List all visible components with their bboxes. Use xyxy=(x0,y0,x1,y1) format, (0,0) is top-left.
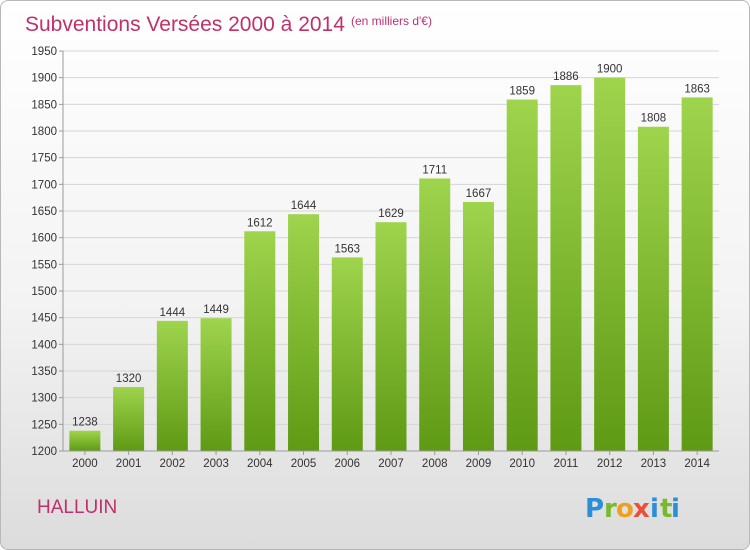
bar-2001 xyxy=(113,387,145,451)
data-label-2008: 1711 xyxy=(422,164,447,176)
chart-subtitle: (en milliers d'€) xyxy=(351,14,432,28)
bar-2012 xyxy=(594,77,626,452)
bar-2006 xyxy=(331,257,363,451)
data-labels: 1238 1320 1444 1449 1612 1644 1563 1629 1711 1667… xyxy=(72,64,710,429)
x-tick-label-2005: 2005 xyxy=(291,458,317,470)
bar-2005 xyxy=(288,214,320,451)
bar-2000 xyxy=(69,430,101,451)
logo-letter: t xyxy=(660,494,672,524)
y-axis-ticks: 1200 1250 1300 1350 1400 1450 1500 1550 1600 1650… xyxy=(31,46,63,458)
y-tick-label: 1200 xyxy=(31,446,57,458)
logo-letter: P xyxy=(585,494,604,524)
x-tick-label-2008: 2008 xyxy=(422,458,448,470)
x-tick-label-2007: 2007 xyxy=(378,458,404,470)
y-tick-label: 1700 xyxy=(31,179,57,191)
bar-2010 xyxy=(506,99,538,452)
data-label-2013: 1808 xyxy=(641,113,667,125)
x-tick-label-2002: 2002 xyxy=(160,458,186,470)
x-tick-label-2000: 2000 xyxy=(72,458,98,470)
y-tick-label: 1550 xyxy=(31,259,57,271)
logo-letter: i xyxy=(671,494,680,524)
bars xyxy=(69,77,713,452)
bar-2004 xyxy=(244,231,276,451)
logo-letter: r xyxy=(604,494,617,524)
bar-2011 xyxy=(550,85,582,451)
bar-2002 xyxy=(156,320,188,451)
data-label-2006: 1563 xyxy=(334,243,360,255)
x-tick-label-2003: 2003 xyxy=(203,458,229,470)
y-tick-label: 1300 xyxy=(31,393,57,405)
data-label-2012: 1900 xyxy=(597,64,623,76)
y-tick-label: 1350 xyxy=(31,366,57,378)
logo-letter: x xyxy=(633,494,650,524)
bar-2008 xyxy=(419,178,451,451)
y-tick-label: 1600 xyxy=(31,233,57,245)
x-tick-label-2010: 2010 xyxy=(509,458,535,470)
y-tick-label: 1450 xyxy=(31,313,57,325)
logo-letter: i xyxy=(650,494,659,524)
y-tick-label: 1400 xyxy=(31,339,57,351)
data-label-2005: 1644 xyxy=(291,200,317,212)
data-label-2014: 1863 xyxy=(684,83,710,95)
y-tick-label: 1850 xyxy=(31,99,57,111)
bar-2009 xyxy=(462,201,494,451)
data-label-2003: 1449 xyxy=(203,304,229,316)
y-tick-label: 1750 xyxy=(31,153,57,165)
x-tick-label-2006: 2006 xyxy=(334,458,360,470)
x-tick-label-2004: 2004 xyxy=(247,458,273,470)
y-tick-label: 1800 xyxy=(31,126,57,138)
data-label-2000: 1238 xyxy=(72,417,98,429)
data-label-2007: 1629 xyxy=(378,208,404,220)
y-tick-label: 1650 xyxy=(31,206,57,218)
data-label-2001: 1320 xyxy=(116,373,142,385)
y-tick-label: 1500 xyxy=(31,286,57,298)
x-tick-label-2012: 2012 xyxy=(597,458,623,470)
x-tick-label-2014: 2014 xyxy=(684,458,710,470)
bar-2007 xyxy=(375,222,407,451)
bar-2003 xyxy=(200,318,232,451)
data-label-2004: 1612 xyxy=(247,217,273,229)
x-tick-label-2013: 2013 xyxy=(641,458,667,470)
x-tick-label-2011: 2011 xyxy=(554,458,579,470)
logo-letter: o xyxy=(616,494,634,524)
x-tick-label-2009: 2009 xyxy=(466,458,492,470)
data-label-2009: 1667 xyxy=(466,188,492,200)
y-tick-label: 1950 xyxy=(31,46,57,58)
x-tick-label-2001: 2001 xyxy=(116,458,142,470)
x-axis-ticks: 2000 2001 2002 2003 2004 2005 2006 2007 2008 2009… xyxy=(72,451,711,470)
bar-2013 xyxy=(637,126,669,451)
y-tick-label: 1250 xyxy=(31,419,57,431)
y-tick-label: 1900 xyxy=(31,73,57,85)
data-label-2011: 1886 xyxy=(553,71,579,83)
commune-name: HALLUIN xyxy=(37,497,117,518)
data-label-2010: 1859 xyxy=(509,86,535,98)
chart-title: Subventions Versées 2000 à 2014 xyxy=(25,13,345,36)
data-label-2002: 1444 xyxy=(160,307,186,319)
bar-2014 xyxy=(681,97,713,452)
